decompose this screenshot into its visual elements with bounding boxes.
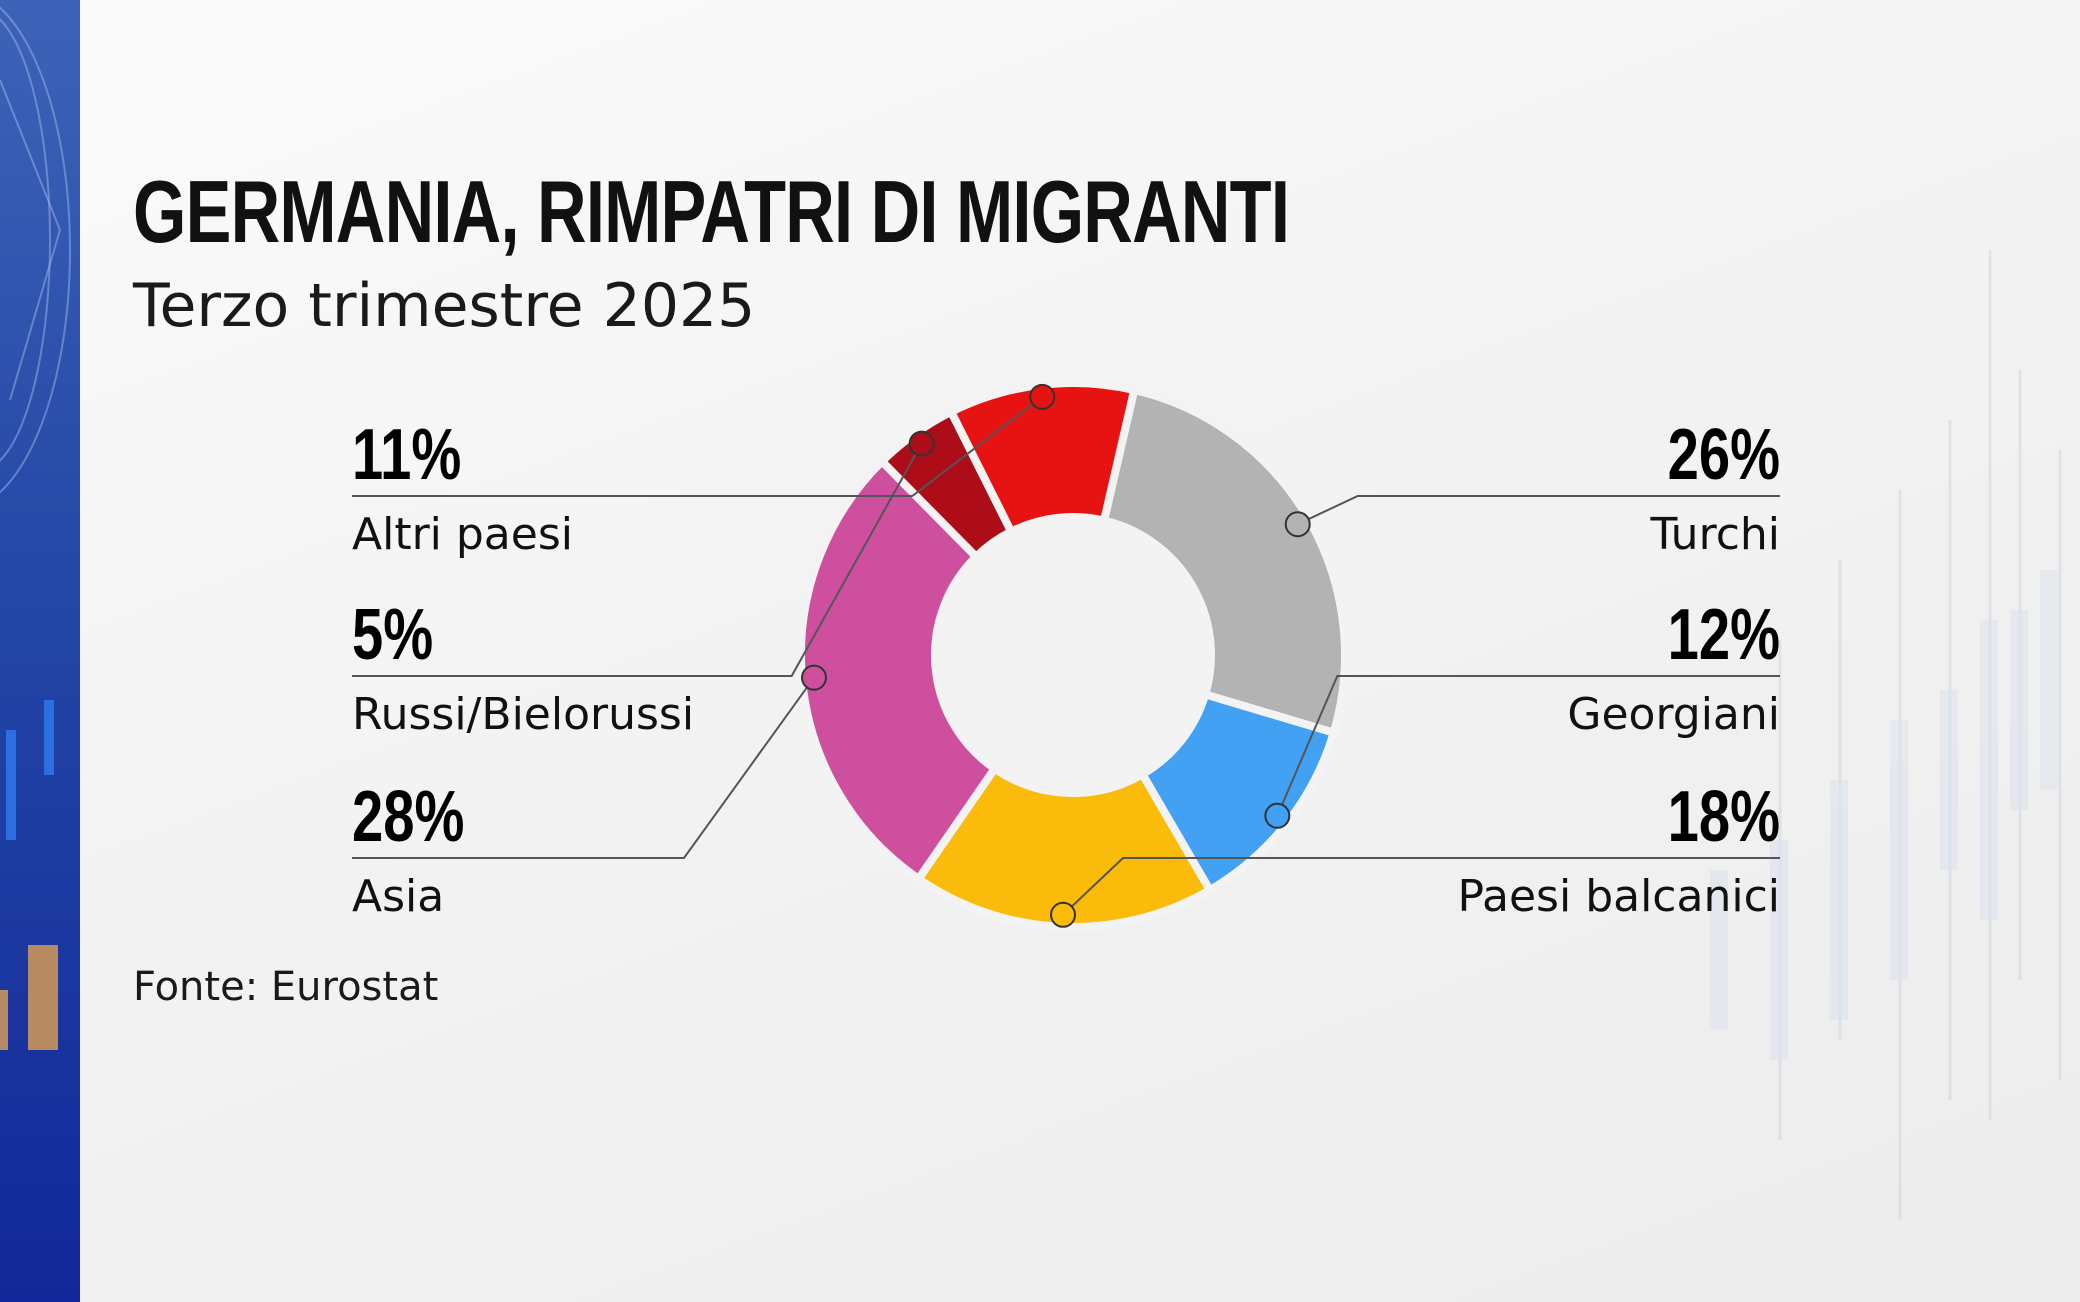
slice-percent-label: 18% [1668,776,1780,856]
slice-name-label: Georgiani [1567,689,1780,740]
slice-percent-label: 5% [352,594,433,674]
leader-line [352,396,1043,497]
leader-line [352,677,815,859]
slice-name-label: Paesi balcanici [1457,871,1780,922]
leader-dot [800,664,827,691]
slice-percent-label: 12% [1668,594,1780,674]
chart-subtitle: Terzo trimestre 2025 [133,271,756,341]
leader-line [1297,495,1780,526]
slice-asia [797,455,1001,885]
leader-lines [352,383,1780,928]
slice-altri-paesi [945,379,1139,537]
leader-line [1276,675,1780,817]
slice-name-label: Turchi [1649,509,1780,560]
leader-dot [1284,511,1311,538]
chart-title: GERMANIA, RIMPATRI DI MIGRANTI [133,162,1290,261]
leader-dot [908,430,935,457]
slice-name-label: Asia [352,871,444,922]
leader-dot [1029,383,1056,410]
slice-name-label: Russi/Bielorussi [352,689,694,740]
leader-dot [1050,901,1077,928]
slice-turchi [1099,385,1349,738]
slice-paesi-balcanici [912,763,1216,931]
slice-name-label: Altri paesi [352,509,573,560]
slice-labels: 26% Turchi 12% Georgiani 18% Paesi balcanici 2… [352,414,1780,922]
slice-percent-label: 11% [352,414,461,494]
slice-percent-label: 28% [352,776,464,856]
slice-percent-label: 26% [1668,414,1780,494]
donut-slices [797,379,1349,931]
chart-source: Fonte: Eurostat [133,964,439,1010]
network-decoration [0,6,71,1050]
leader-line [352,443,923,677]
leader-line [1062,857,1780,916]
background-stock-decoration [1710,250,2062,1220]
decorative-left-strip [0,0,80,1302]
leader-dot [1264,802,1291,829]
